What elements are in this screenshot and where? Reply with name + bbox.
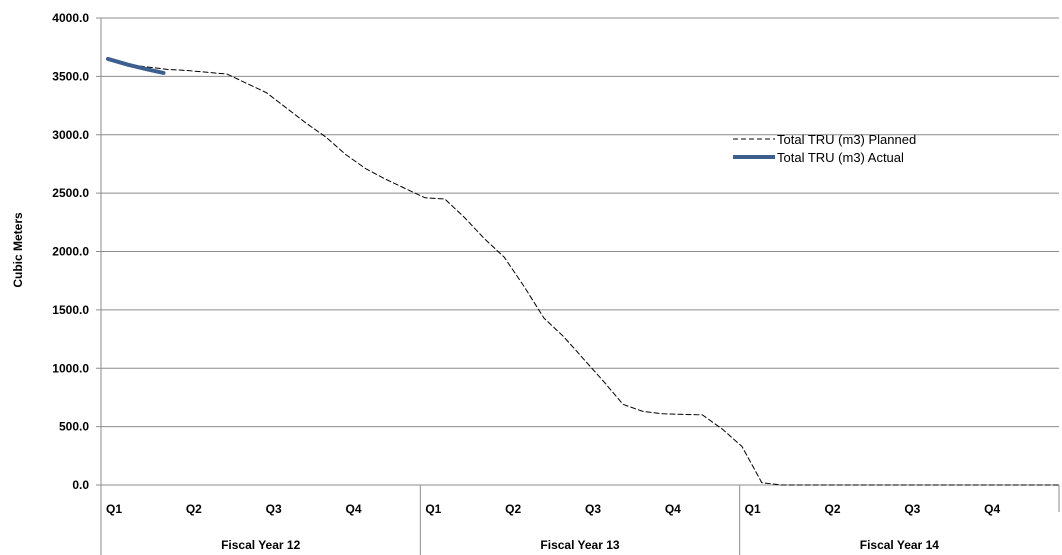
x-category-label: Q3: [585, 502, 601, 516]
axes: [100, 18, 1060, 555]
y-axis-title: Cubic Meters: [11, 212, 25, 288]
x-category-label: Q2: [825, 502, 841, 516]
y-tick-label: 0.0: [72, 478, 89, 492]
x-category-label: Q1: [106, 502, 122, 516]
legend: Total TRU (m3) Planned Total TRU (m3) Act…: [733, 132, 916, 165]
series-line-actual: [106, 56, 166, 75]
legend-label: Total TRU (m3) Planned: [777, 132, 916, 147]
gridlines: [96, 17, 1059, 486]
x-category-label: Q2: [186, 502, 202, 516]
x-category-label: Q3: [904, 502, 920, 516]
series-line-planned: [107, 59, 1060, 486]
x-category-label: Q4: [984, 502, 1000, 516]
y-tick-label: 3500.0: [52, 69, 89, 83]
y-tick-label: 500.0: [59, 420, 89, 434]
x-group-label: Fiscal Year 14: [860, 538, 940, 552]
x-category-label: Q1: [745, 502, 761, 516]
x-axis-categories: Q1 Q2 Q3 Q4 Q1 Q2 Q3 Q4 Q1 Q2 Q3 Q4: [106, 502, 1001, 516]
y-tick-label: 1500.0: [52, 303, 89, 317]
series-lines: [106, 56, 1060, 486]
y-tick-label: 2500.0: [52, 186, 89, 200]
legend-label: Total TRU (m3) Actual: [777, 150, 904, 165]
x-axis-groups: Fiscal Year 12 Fiscal Year 13 Fiscal Year …: [221, 485, 939, 555]
x-category-label: Q2: [505, 502, 521, 516]
y-tick-label: 1000.0: [52, 361, 89, 375]
x-group-label: Fiscal Year 12: [221, 538, 301, 552]
x-group-label: Fiscal Year 13: [540, 538, 620, 552]
y-axis-ticks: 0.0 500.0 1000.0 1500.0 2000.0 2500.0 3000.0 35…: [52, 11, 89, 492]
x-category-label: Q4: [346, 502, 362, 516]
x-category-label: Q1: [425, 502, 441, 516]
x-category-label: Q3: [266, 502, 282, 516]
y-tick-label: 2000.0: [52, 245, 89, 259]
y-tick-label: 3000.0: [52, 128, 89, 142]
y-tick-label: 4000.0: [52, 11, 89, 25]
x-category-label: Q4: [665, 502, 681, 516]
